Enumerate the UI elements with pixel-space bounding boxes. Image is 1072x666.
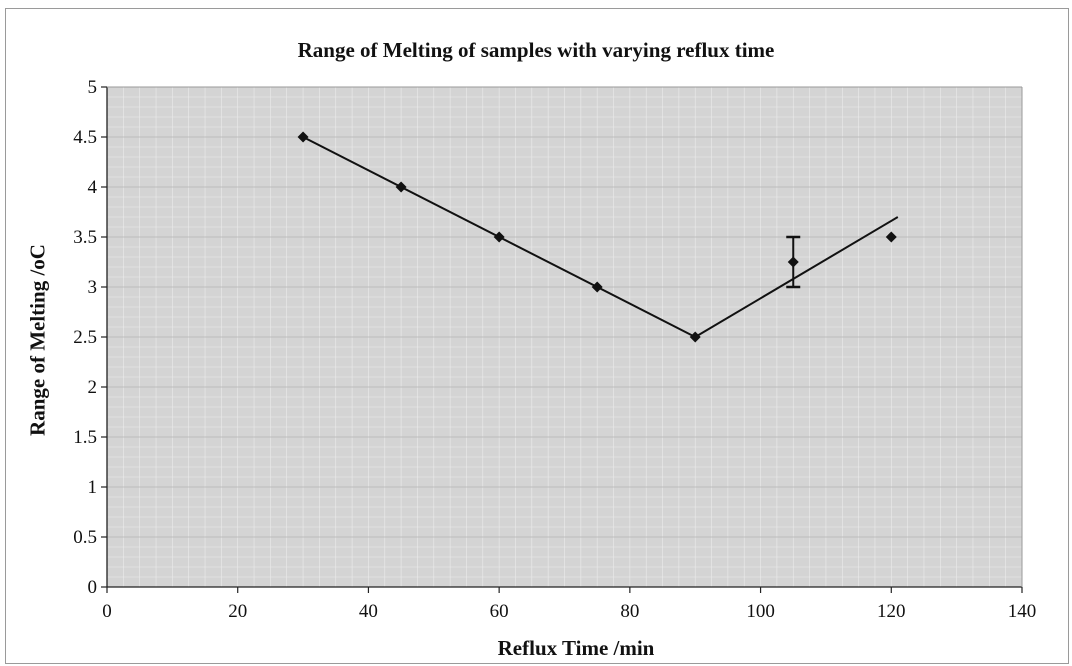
y-tick-label: 3.5 bbox=[73, 227, 97, 248]
data-point bbox=[787, 256, 799, 268]
data-point bbox=[493, 231, 505, 243]
y-tick-label: 5 bbox=[88, 77, 98, 98]
data-point bbox=[591, 281, 603, 293]
tick-labels: 0 20 40 60 80 100 120 140 0 0.5 1 1.5 2 2.5 3 3.5 4 4.5 5 bbox=[73, 77, 1036, 622]
axes bbox=[101, 86, 1023, 593]
y-tick-label: 2.5 bbox=[73, 327, 97, 348]
y-tick-label: 0.5 bbox=[73, 527, 97, 548]
x-tick-label: 80 bbox=[620, 601, 639, 622]
data-point bbox=[395, 181, 407, 193]
x-tick-label: 60 bbox=[490, 601, 509, 622]
x-tick-label: 140 bbox=[1008, 601, 1037, 622]
data-point bbox=[297, 131, 309, 143]
x-tick-label: 120 bbox=[877, 601, 906, 622]
y-tick-label: 2 bbox=[88, 377, 98, 398]
trend-line bbox=[694, 216, 899, 338]
y-tick-label: 4 bbox=[88, 177, 98, 198]
y-tick-label: 1.5 bbox=[73, 427, 97, 448]
data-point bbox=[885, 231, 897, 243]
chart-title: Range of Melting of samples with varying… bbox=[297, 38, 775, 62]
y-tick-label: 4.5 bbox=[73, 127, 97, 148]
x-tick-label: 100 bbox=[746, 601, 775, 622]
x-axis-title: Reflux Time /min bbox=[497, 636, 655, 660]
y-tick-label: 0 bbox=[88, 577, 98, 598]
grid-lines bbox=[106, 86, 1023, 588]
y-tick-label: 1 bbox=[88, 477, 98, 498]
data-points bbox=[297, 131, 897, 343]
x-tick-label: 40 bbox=[359, 601, 378, 622]
y-tick-label: 3 bbox=[88, 277, 98, 298]
x-tick-label: 20 bbox=[228, 601, 247, 622]
x-tick-label: 0 bbox=[102, 601, 112, 622]
data-point bbox=[689, 331, 701, 343]
